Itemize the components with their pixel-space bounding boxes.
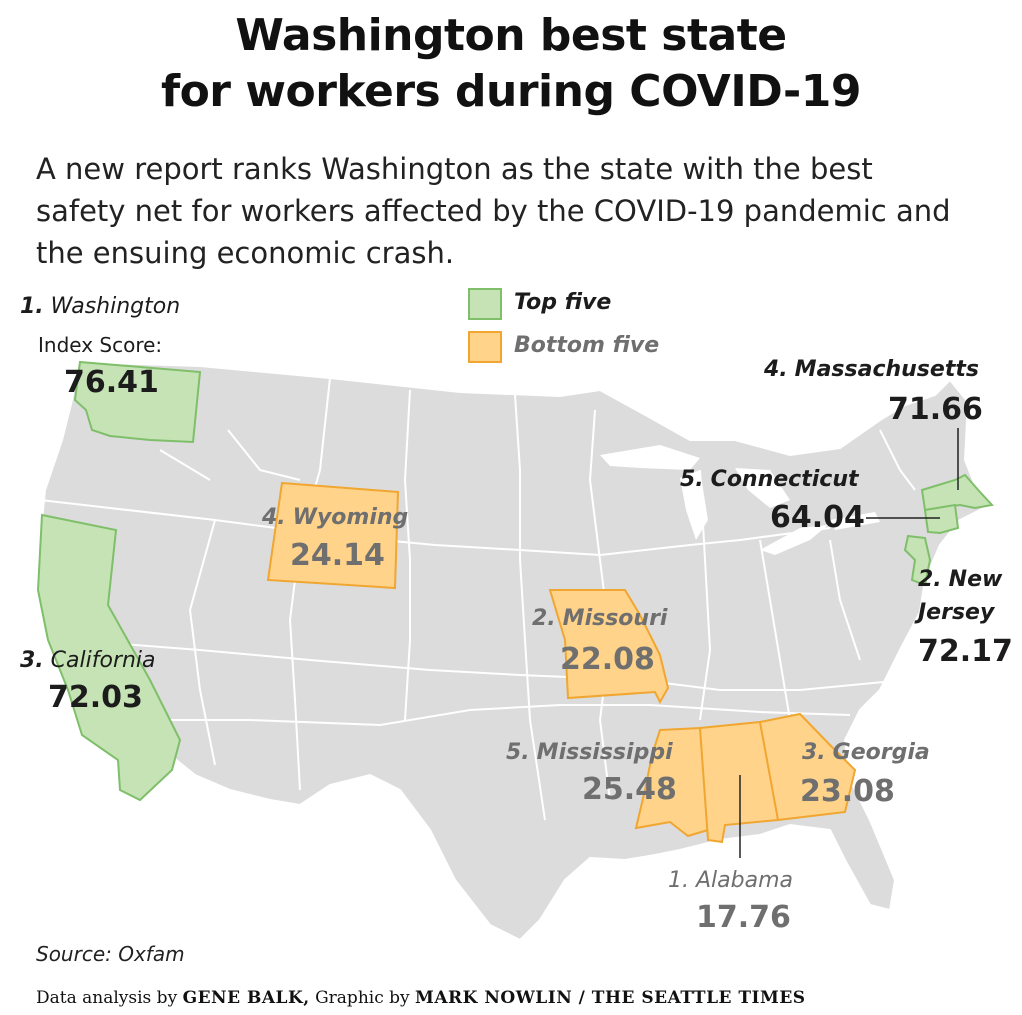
index-score-label: Index Score: [38, 333, 163, 357]
rank-georgia: 3. [802, 740, 826, 765]
rank-alabama: 1. [668, 868, 689, 893]
state-connecticut [923, 503, 960, 535]
state-georgia [758, 712, 857, 822]
us-landmass [38, 360, 992, 942]
label-new-jersey-line2: Jersey [918, 600, 994, 625]
name-georgia: Georgia [832, 740, 930, 765]
name-mississippi: Mississippi [536, 740, 673, 765]
score-california: 72.03 [48, 680, 143, 715]
name-wyoming: Wyoming [292, 505, 409, 530]
score-washington: 76.41 [64, 365, 159, 400]
score-alabama: 17.76 [696, 900, 791, 935]
legend-swatch-top [468, 288, 502, 320]
name-washington: Washington [50, 294, 181, 319]
rank-missouri: 2. [532, 606, 556, 631]
score-new-jersey: 72.17 [918, 634, 1013, 669]
label-new-jersey: 2. New [918, 567, 1002, 592]
label-washington: 1. Washington [20, 294, 180, 319]
headline-line-2: for workers during COVID-19 [160, 66, 862, 117]
credit-prefix: Data analysis by [36, 988, 178, 1008]
bottom-five-states [266, 481, 857, 844]
rank-wyoming: 4. [262, 505, 286, 530]
rank-california: 3. [20, 648, 44, 673]
label-massachusetts: 4. Massachusetts [764, 357, 979, 382]
state-borders [39, 377, 916, 821]
label-california: 3. California [20, 648, 156, 673]
name-connecticut: Connecticut [710, 467, 859, 492]
credit-artist: MARK NOWLIN / THE SEATTLE TIMES [415, 988, 806, 1008]
name-alabama: Alabama [696, 868, 794, 893]
label-missouri: 2. Missouri [532, 606, 667, 631]
name-missouri: Missouri [562, 606, 668, 631]
score-mississippi: 25.48 [582, 772, 677, 807]
headline: Washington best state for workers during… [0, 8, 1022, 120]
source-note: Source: Oxfam [36, 942, 185, 966]
label-connecticut: 5. Connecticut [680, 467, 859, 492]
rank-connecticut: 5. [680, 467, 704, 492]
state-new-jersey [903, 534, 932, 587]
intro-text: A new report ranks Washington as the sta… [36, 148, 1006, 274]
name-new-jersey: New [948, 567, 1003, 592]
state-california [36, 513, 182, 802]
state-wyoming [266, 481, 400, 590]
score-georgia: 23.08 [800, 774, 895, 809]
credit-line: Data analysis by GENE BALK, Graphic by M… [36, 988, 806, 1008]
top-five-states [36, 360, 994, 802]
label-alabama: 1. Alabama [668, 868, 793, 893]
rank-mississippi: 5. [506, 740, 530, 765]
credit-middle: Graphic by [315, 988, 410, 1008]
label-wyoming: 4. Wyoming [262, 505, 408, 530]
credit-analyst: GENE BALK, [182, 988, 310, 1008]
headline-line-1: Washington best state [235, 10, 787, 61]
intro-line-1: A new report ranks Washington as the sta… [36, 152, 873, 186]
rank-new-jersey: 2. [918, 567, 942, 592]
score-massachusetts: 71.66 [888, 392, 983, 427]
score-wyoming: 24.14 [290, 538, 385, 573]
label-mississippi: 5. Mississippi [506, 740, 673, 765]
leader-lines [739, 428, 959, 858]
state-washington [73, 360, 202, 444]
legend-label-top: Top five [514, 290, 612, 315]
name-massachusetts: Massachusetts [794, 357, 979, 382]
intro-line-3: the ensuing economic crash. [36, 236, 455, 270]
score-connecticut: 64.04 [770, 500, 865, 535]
label-georgia: 3. Georgia [802, 740, 930, 765]
name-new-jersey-2: Jersey [918, 600, 995, 625]
legend-label-bottom: Bottom five [514, 333, 660, 358]
score-missouri: 22.08 [560, 642, 655, 677]
rank-massachusetts: 4. [764, 357, 788, 382]
state-missouri [548, 589, 670, 705]
intro-line-2: safety net for workers affected by the C… [36, 194, 951, 228]
name-california: California [50, 648, 156, 673]
legend-swatch-bottom [468, 331, 502, 363]
rank-washington: 1. [20, 294, 44, 319]
